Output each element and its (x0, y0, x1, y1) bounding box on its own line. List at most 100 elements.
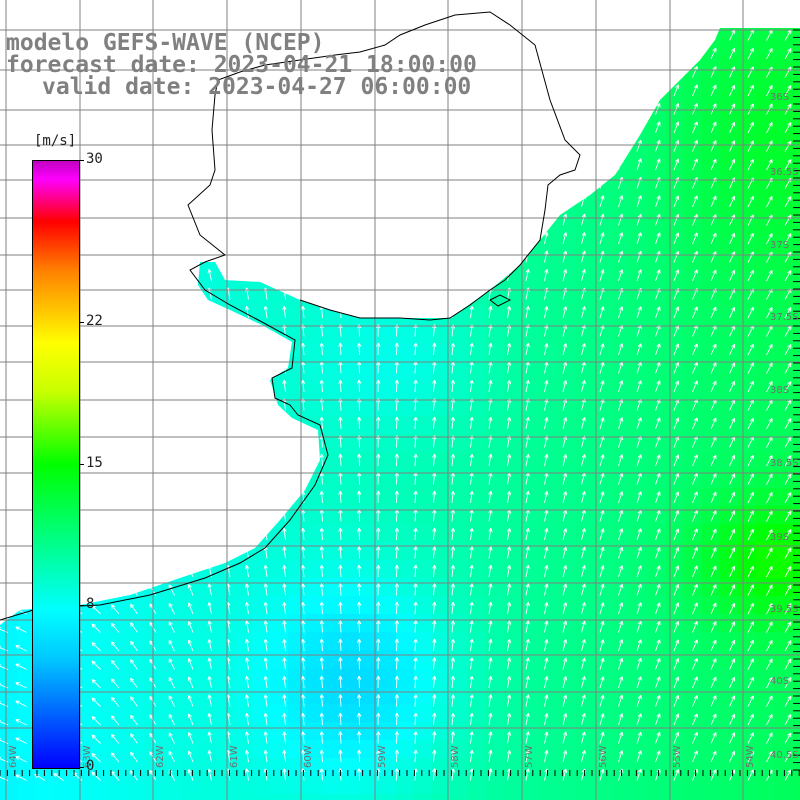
wind-speed-cell (774, 200, 793, 219)
wind-speed-cell (162, 722, 181, 741)
wind-speed-cell (702, 218, 721, 237)
wind-arrow (394, 490, 400, 504)
wind-speed-cell (684, 794, 703, 800)
wind-arrow (562, 694, 568, 707)
wind-speed-cell (36, 794, 55, 800)
wind-speed-cell (738, 74, 757, 93)
wind-speed-cell (252, 650, 271, 669)
wind-speed-cell (522, 722, 541, 741)
wind-arrow (15, 626, 27, 633)
wind-speed-cell (774, 596, 793, 615)
wind-speed-cell (612, 236, 631, 255)
wind-speed-cell (342, 452, 361, 471)
wind-arrow (581, 583, 586, 596)
wind-speed-cell (792, 308, 800, 327)
wind-speed-cell (774, 542, 793, 561)
wind-arrow (618, 417, 624, 430)
wind-speed-cell (738, 56, 757, 75)
wind-arrow (244, 583, 250, 596)
wind-speed-cell (414, 524, 433, 543)
wind-arrow (187, 676, 194, 689)
wind-speed-cell (594, 308, 613, 327)
wind-speed-cell (324, 416, 343, 435)
wind-speed-cell (0, 632, 19, 651)
wind-arrow (488, 305, 493, 319)
wind-speed-cell (540, 254, 559, 273)
wind-speed-cell (558, 434, 577, 453)
wind-arrow (729, 565, 736, 578)
wind-arrow (300, 638, 306, 652)
wind-arrow (450, 527, 456, 541)
wind-arrow (207, 620, 212, 633)
wind-arrow (525, 416, 530, 430)
wind-speed-cell (684, 416, 703, 435)
wind-speed-cell (234, 722, 253, 741)
wind-arrow (710, 528, 717, 541)
wind-arrow (784, 196, 792, 208)
wind-arrow (673, 768, 680, 781)
wind-speed-cell (252, 794, 271, 800)
wind-speed-cell (630, 362, 649, 381)
colorbar-tick-mark (79, 767, 84, 768)
wind-speed-cell (612, 362, 631, 381)
wind-arrow (729, 676, 736, 689)
wind-speed-cell (198, 272, 217, 291)
wind-speed-cell (108, 686, 127, 705)
wind-speed-cell (270, 704, 289, 723)
wind-arrow (784, 566, 792, 578)
wind-speed-cell (720, 452, 739, 471)
wind-speed-cell (396, 758, 415, 777)
wind-speed-cell (414, 398, 433, 417)
wind-speed-cell (18, 632, 37, 651)
wind-speed-cell (774, 146, 793, 165)
wind-speed-cell (702, 542, 721, 561)
wind-arrow (506, 379, 512, 393)
wind-speed-cell (774, 56, 793, 75)
wind-arrow (319, 620, 324, 633)
wind-arrow (692, 584, 698, 596)
wind-arrow (692, 602, 698, 615)
wind-speed-cell (468, 596, 487, 615)
wind-speed-cell (576, 434, 595, 453)
wind-arrow (655, 731, 661, 744)
colorbar-tick-mark (79, 160, 84, 161)
wind-arrow (692, 343, 698, 356)
wind-speed-cell (504, 326, 523, 345)
wind-arrow (673, 676, 680, 689)
wind-arrow (376, 583, 381, 596)
wind-arrow (562, 343, 568, 356)
wind-arrow (710, 732, 717, 744)
wind-arrow (488, 583, 493, 596)
wind-speed-cell (792, 290, 800, 309)
colorbar-tick-mark (79, 605, 84, 607)
wind-speed-cell (504, 722, 523, 741)
wind-speed-cell (396, 794, 415, 800)
wind-arrow (15, 774, 27, 781)
wind-arrow (618, 602, 624, 615)
wind-speed-cell (522, 506, 541, 525)
wind-arrow (110, 678, 120, 689)
wind-arrow (636, 731, 642, 744)
wind-arrow (581, 454, 586, 467)
wind-speed-cell (468, 722, 487, 741)
wind-arrow (207, 657, 212, 670)
wind-speed-cell (360, 344, 379, 363)
wind-arrow (747, 121, 754, 134)
wind-speed-cell (342, 794, 361, 800)
wind-arrow (747, 380, 754, 393)
wind-arrow (376, 564, 381, 578)
wind-speed-cell (612, 416, 631, 435)
wind-speed-cell (558, 794, 577, 800)
wind-arrow (747, 140, 754, 152)
wind-speed-cell (180, 686, 199, 705)
wind-arrow (636, 158, 642, 171)
wind-arrow (506, 675, 512, 689)
wind-arrow (319, 638, 324, 652)
wind-speed-cell (378, 704, 397, 723)
wind-speed-cell (306, 326, 325, 345)
wind-speed-cell (576, 218, 595, 237)
wind-speed-cell (702, 416, 721, 435)
wind-speed-cell (540, 362, 559, 381)
wind-arrow (673, 602, 680, 615)
wind-arrow (729, 695, 736, 707)
